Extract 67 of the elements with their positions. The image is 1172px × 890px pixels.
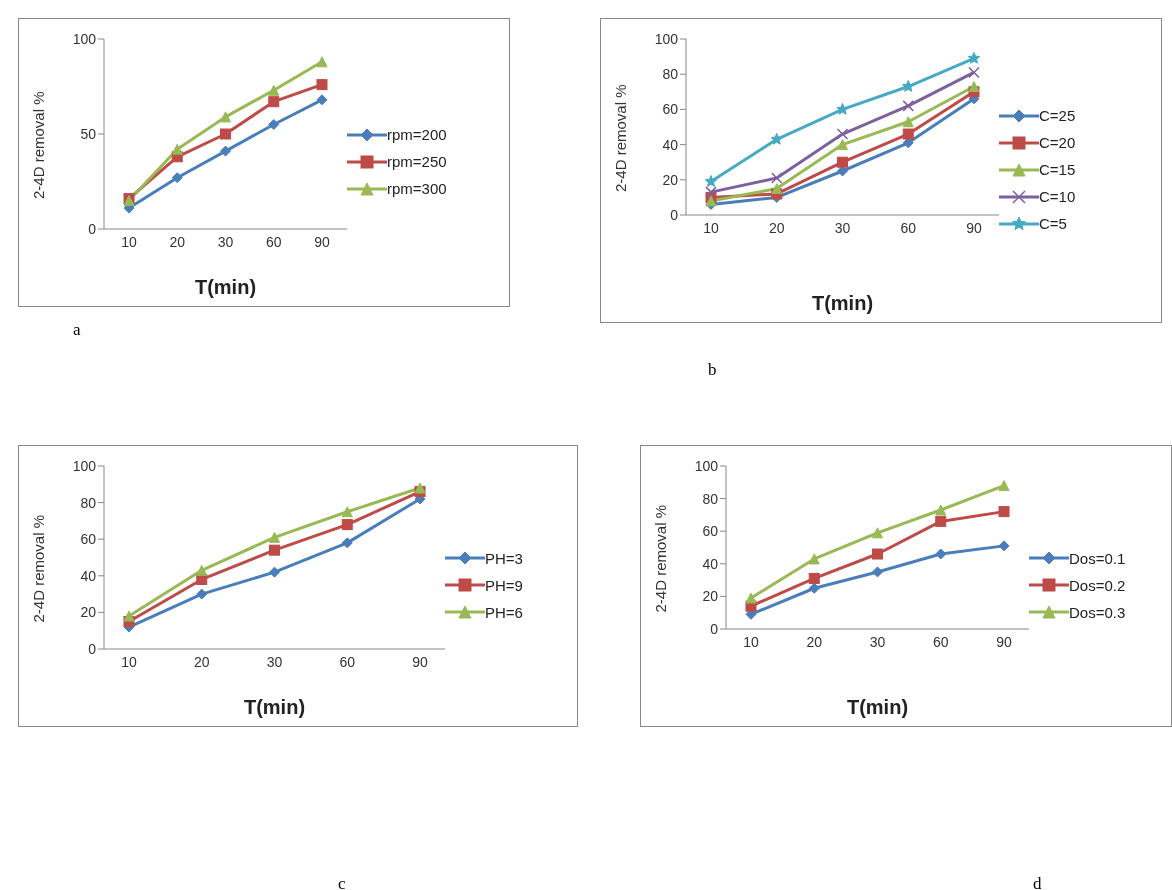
y-tick-label: 40 [662,136,679,153]
text: d [1033,874,1042,890]
x-tick-label: 10 [121,653,137,670]
x-tick-label: 60 [265,233,282,250]
legend-label: C=5 [1039,215,1067,232]
y-tick-label: 20 [80,604,97,621]
y-tick-label: 100 [72,30,97,47]
x-tick-label: 20 [193,653,210,670]
y-tick-label: 0 [88,220,97,237]
legend-label: Dos=0.2 [1069,576,1126,594]
x-tick-label: 60 [900,219,917,236]
y-tick-label: 0 [670,206,679,223]
x-tick-label: 30 [266,653,283,670]
x-tick-label: 90 [314,233,330,250]
x-tick-label: 20 [169,233,186,250]
x-tick-label: 60 [339,653,356,670]
text: c [338,874,346,890]
y-tick-label: 20 [702,588,719,605]
y-tick-label: 0 [88,640,97,657]
y-tick-label: 20 [662,171,679,188]
y-axis-title: 2-4D removal % [652,504,670,613]
legend-label: rpm=300 [387,180,447,197]
legend-label: PH=6 [485,603,523,621]
y-tick-label: 50 [80,125,97,142]
x-axis-title: T(min) [811,292,874,314]
x-tick-label: 10 [121,233,137,250]
legend-label: C=15 [1039,161,1076,178]
y-axis-title: 2-4D removal % [612,84,630,192]
text: b [708,360,717,380]
y-tick-label: 80 [80,494,97,511]
y-tick-label: 80 [702,490,719,507]
y-tick-label: 40 [702,555,719,572]
x-tick-label: 20 [768,219,785,236]
x-tick-label: 30 [834,219,851,236]
y-axis-title: 2-4D removal % [30,91,48,199]
y-tick-label: 100 [72,457,97,474]
y-tick-label: 40 [80,567,97,584]
x-axis-title: T(min) [194,276,257,298]
legend-label: PH=9 [485,576,523,594]
y-tick-label: 100 [654,30,679,47]
y-tick-label: 60 [702,523,719,540]
legend-label: Dos=0.1 [1069,549,1126,567]
legend-label: C=10 [1039,188,1076,205]
legend-label: rpm=250 [387,153,447,170]
y-tick-label: 80 [662,66,679,83]
legend-label: rpm=200 [387,126,447,143]
x-tick-label: 90 [996,633,1012,650]
legend-label: C=20 [1039,134,1076,151]
y-axis-title: 2-4D removal % [30,514,48,623]
x-tick-label: 90 [412,653,428,670]
legend-label: Dos=0.3 [1069,603,1126,621]
x-tick-label: 20 [806,633,823,650]
legend-label: C=25 [1039,107,1076,124]
x-tick-label: 60 [932,633,949,650]
y-tick-label: 100 [694,457,719,474]
x-tick-label: 30 [869,633,886,650]
y-tick-label: 60 [662,101,679,118]
y-tick-label: 60 [80,531,97,548]
y-tick-label: 0 [710,620,719,637]
x-axis-title: T(min) [846,696,909,718]
text: a [73,320,81,340]
x-tick-label: 30 [217,233,234,250]
x-tick-label: 10 [703,219,719,236]
x-axis-title: T(min) [243,696,306,718]
x-tick-label: 90 [966,219,982,236]
x-tick-label: 10 [743,633,759,650]
legend-label: PH=3 [485,549,523,567]
